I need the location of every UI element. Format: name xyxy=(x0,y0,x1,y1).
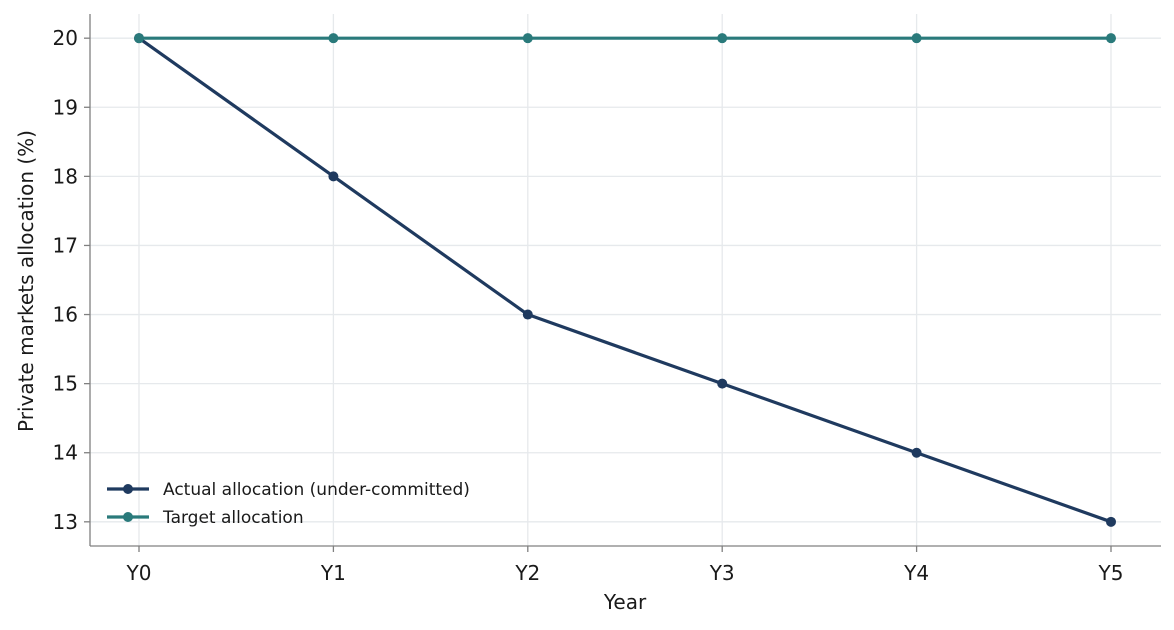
y-tick-label: 15 xyxy=(53,372,78,396)
x-tick-label: Y4 xyxy=(903,561,929,585)
series-1-point xyxy=(1106,516,1116,527)
x-tick-label: Y1 xyxy=(320,561,346,585)
y-tick-label: 19 xyxy=(53,95,78,119)
legend-swatch-marker xyxy=(123,484,133,494)
series-1-point xyxy=(328,171,339,182)
y-axis-label: Private markets allocation (%) xyxy=(14,130,38,432)
series-2-point xyxy=(134,33,144,44)
legend-label: Actual allocation (under-committed) xyxy=(163,480,470,500)
y-tick-label: 13 xyxy=(53,510,78,534)
axes xyxy=(89,14,1161,547)
x-tick-label: Y5 xyxy=(1098,561,1124,585)
series-2-point xyxy=(717,33,728,44)
ticks: Y0 Y1 Y2 Y3 Y4 Y5 13 14 15 16 17 18 19 20 xyxy=(53,26,1124,585)
legend: Actual allocation (under-committed) Targe… xyxy=(107,480,470,528)
series-2-point xyxy=(522,33,533,44)
series-2-point xyxy=(1106,33,1116,44)
y-tick-label: 14 xyxy=(53,441,78,465)
y-tick-label: 20 xyxy=(53,26,78,50)
series xyxy=(134,33,1116,527)
x-axis-label: Year xyxy=(603,590,647,614)
x-tick-label: Y3 xyxy=(709,561,735,585)
series-1-point xyxy=(522,309,533,320)
y-tick-label: 18 xyxy=(53,164,78,188)
x-tick-label: Y2 xyxy=(514,561,540,585)
y-tick-label: 17 xyxy=(53,233,78,257)
legend-label: Target allocation xyxy=(162,508,304,528)
grid xyxy=(90,14,1161,546)
series-line-1 xyxy=(137,36,1113,524)
x-tick-label: Y0 xyxy=(126,561,152,585)
series-2-point xyxy=(328,33,339,44)
legend-swatch-marker xyxy=(123,512,133,522)
series-1-point xyxy=(717,378,728,389)
series-2-point xyxy=(911,33,922,44)
series-1-point xyxy=(911,447,922,458)
y-tick-label: 16 xyxy=(53,303,78,327)
